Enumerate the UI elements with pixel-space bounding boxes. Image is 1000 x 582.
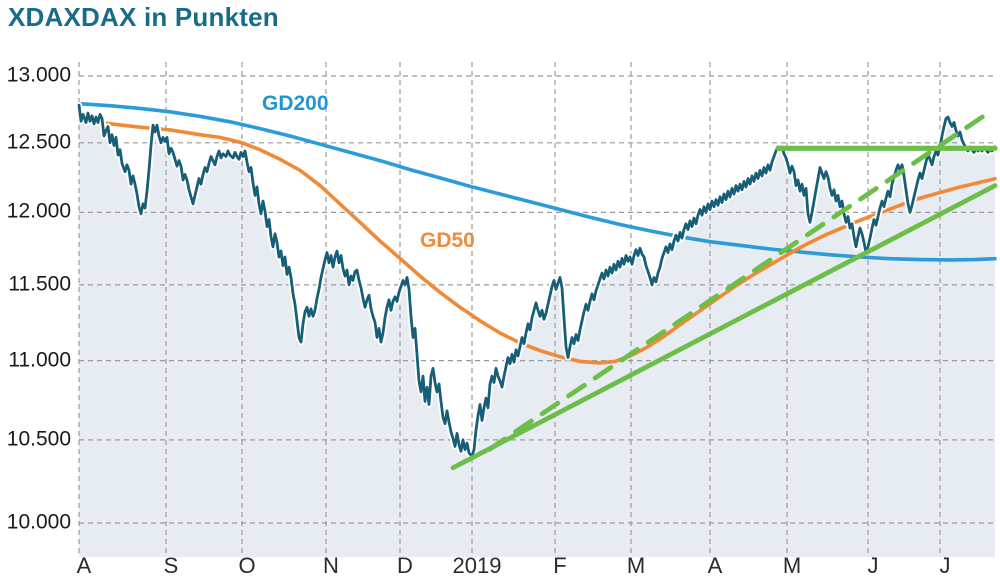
y-axis-label: 12.500 xyxy=(6,130,71,154)
x-axis-label: A xyxy=(707,553,723,578)
x-axis-label: M xyxy=(782,553,802,578)
x-axis-label: M xyxy=(626,553,646,578)
x-axis-label: S xyxy=(163,553,179,578)
y-axis-label: 10.500 xyxy=(6,427,71,451)
price-line xyxy=(77,103,997,458)
trend-line-solid xyxy=(450,183,998,471)
gd200-series-label: GD200 xyxy=(262,92,329,115)
y-axis-label: 11.500 xyxy=(8,272,71,296)
gd50-series-label: GD50 xyxy=(420,229,475,252)
x-axis-label: N xyxy=(323,553,339,578)
x-axis-label: D xyxy=(397,553,413,578)
x-axis-label: O xyxy=(238,553,256,578)
chart-title: XDAXDAX in Punkten xyxy=(8,2,279,32)
price-area-fill xyxy=(79,105,995,557)
y-axis-label: 13.000 xyxy=(6,63,71,87)
x-axis-label: J xyxy=(867,553,879,578)
trend-line-dashed xyxy=(486,108,995,453)
x-axis-label: 2019 xyxy=(452,553,502,578)
y-axis-label: 12.000 xyxy=(6,199,71,223)
y-axis-label: 10.000 xyxy=(6,510,71,534)
y-axis-label: 11.000 xyxy=(8,348,71,372)
x-axis-label: J xyxy=(939,553,951,578)
x-axis-label: F xyxy=(553,553,567,578)
x-axis-label: A xyxy=(76,553,92,578)
